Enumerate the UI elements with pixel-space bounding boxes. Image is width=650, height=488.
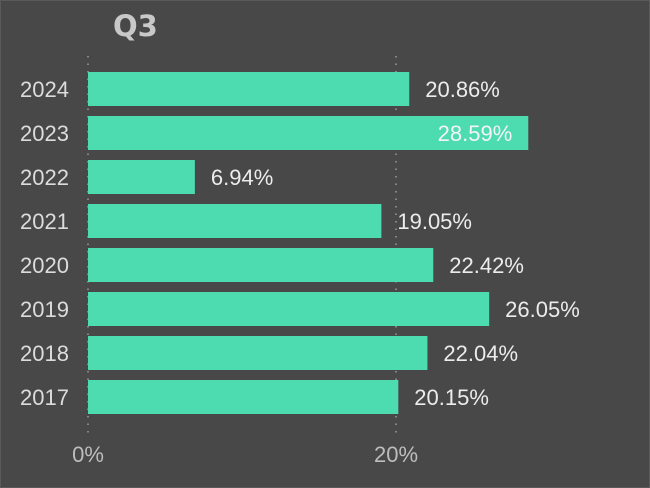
gridlines <box>87 56 397 433</box>
bar-2021 <box>88 204 382 238</box>
data-label: 22.04% <box>443 341 518 366</box>
bar-2019 <box>88 292 490 326</box>
data-label: 28.59% <box>438 121 513 146</box>
bar-2024 <box>88 72 410 106</box>
data-label: 20.15% <box>414 385 489 410</box>
category-label: 2021 <box>20 209 69 234</box>
bar-2018 <box>88 336 428 370</box>
category-label: 2018 <box>20 341 69 366</box>
bar-2017 <box>88 380 399 414</box>
bar-2023 <box>88 116 529 150</box>
data-label: 19.05% <box>397 209 472 234</box>
category-label: 2023 <box>20 121 69 146</box>
labels: 0% 20% 2024 20.86% 2023 28.59% 2022 6.94% 2021 19… <box>20 77 580 467</box>
category-label: 2019 <box>20 297 69 322</box>
category-label: 2024 <box>20 77 69 102</box>
category-label: 2022 <box>20 165 69 190</box>
data-label: 20.86% <box>425 77 500 102</box>
bars <box>88 72 529 414</box>
x-tick-label: 0% <box>72 442 104 467</box>
bar-2022 <box>88 160 195 194</box>
category-label: 2020 <box>20 253 69 278</box>
x-tick-label: 20% <box>374 442 418 467</box>
bar-2020 <box>88 248 434 282</box>
category-label: 2017 <box>20 385 69 410</box>
chart-title: Q3 <box>113 9 158 43</box>
data-label: 22.42% <box>449 253 524 278</box>
data-label: 26.05% <box>505 297 580 322</box>
data-label: 6.94% <box>211 165 273 190</box>
